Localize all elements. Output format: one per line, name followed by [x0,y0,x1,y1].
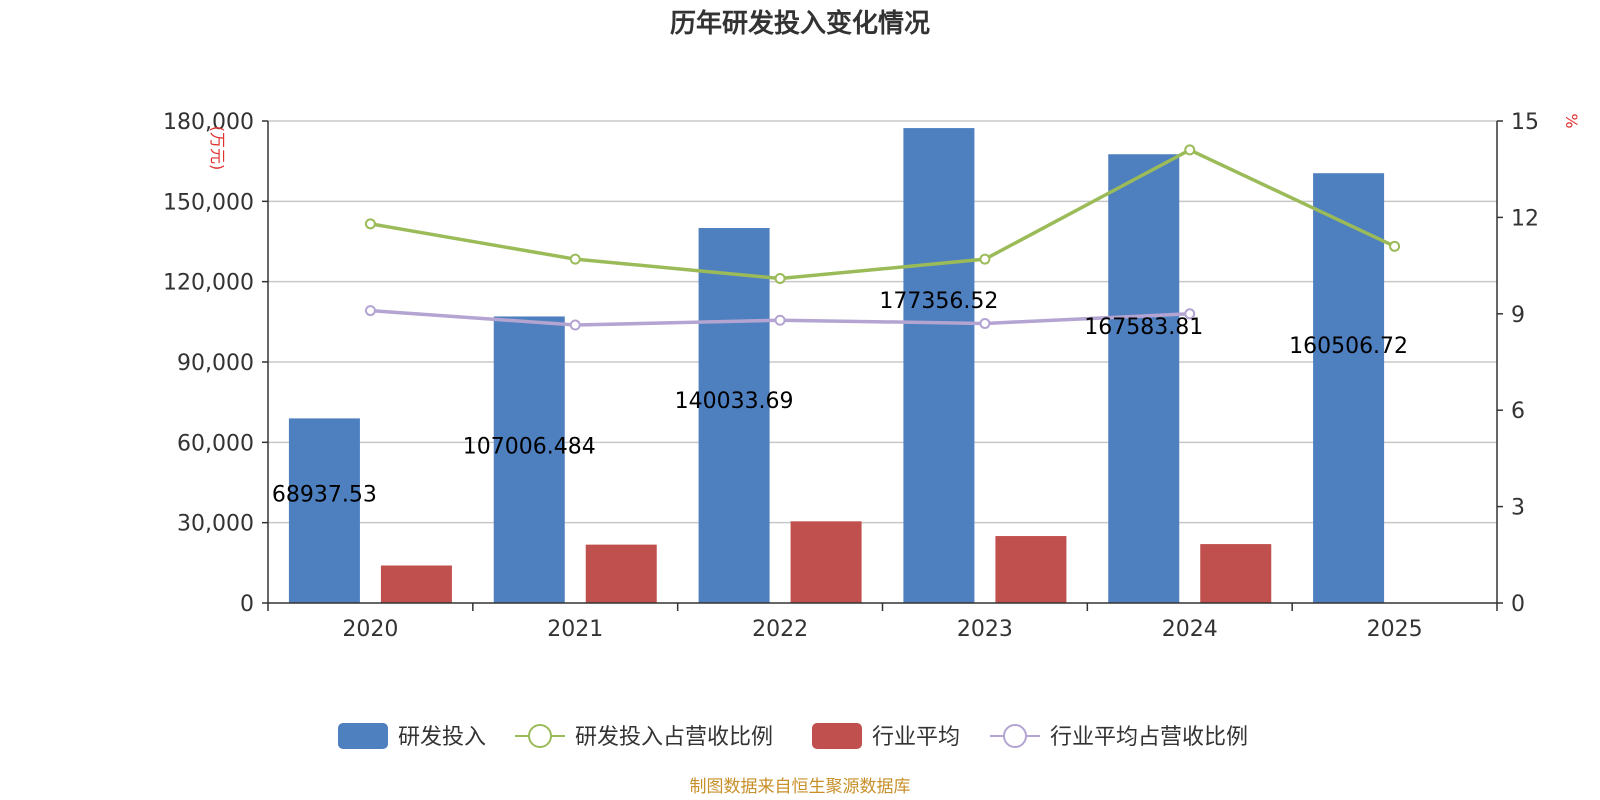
bar-data-label: 140033.69 [675,389,794,414]
grid [268,120,1497,524]
y-right-tick-label: 6 [1511,399,1525,424]
y-right-unit-label: % [1562,113,1581,128]
line-point [774,272,786,284]
bar-data-label: 160506.72 [1289,334,1408,359]
bar [903,128,975,603]
bar-data-label: 167583.81 [1084,315,1203,340]
series-line [370,147,1396,281]
bar [1108,154,1180,603]
chart-title: 历年研发投入变化情况 [670,8,930,39]
y-left-tick-label: 90,000 [177,351,254,376]
line-point [569,319,581,331]
y-right-tick-label: 9 [1511,303,1525,328]
line-point [364,305,376,317]
bar [380,565,452,603]
bar-data-label: 177356.52 [879,289,998,314]
legend-swatch-marker [528,724,552,748]
bars [288,128,1385,604]
data-source-note: 制图数据来自恒生聚源数据库 [690,777,911,797]
bar [493,316,565,603]
bar [288,418,360,603]
legend-label: 研发投入 [398,725,486,750]
y-right-tick-label: 15 [1511,110,1539,135]
legend-label: 研发投入占营收比例 [575,725,773,750]
bar [585,544,657,603]
y-left-tick-label: 30,000 [177,512,254,537]
line-point [569,253,581,265]
bar [1200,544,1272,603]
y-left-tick-label: 120,000 [163,271,254,296]
bar [995,536,1067,603]
legend: 研发投入 研发投入占营收比例 行业平均 行业平均占营收比例 [338,723,1248,750]
bar [790,521,862,603]
bar-data-label: 68937.53 [272,482,377,507]
x-tick-label: 2025 [1367,617,1423,642]
line-point [1184,144,1196,156]
y-left-tick-label: 0 [240,592,254,617]
y-left-tick-label: 150,000 [163,190,254,215]
line-point [1184,308,1196,320]
x-tick-label: 2022 [752,617,808,642]
legend-label: 行业平均占营收比例 [1050,725,1248,750]
legend-swatch-bar [338,723,388,749]
y-left-unit-label: (万元) [208,126,227,171]
data-labels: 68937.53 107006.484 140033.69 177356.52 1675… [272,289,1408,507]
legend-swatch-bar [812,723,862,749]
x-tick-label: 2024 [1162,617,1218,642]
y-right-tick-label: 0 [1511,592,1525,617]
line-point [979,253,991,265]
line-point [364,218,376,230]
bar-data-label: 107006.484 [463,434,596,459]
line-point [979,317,991,329]
x-tick-label: 2021 [547,617,603,642]
x-tick-label: 2020 [342,617,398,642]
axes: 0 30,000 60,000 90,000 120,000 150,000 180,000… [163,110,1539,642]
legend-label: 行业平均 [872,725,960,750]
legend-swatch-marker [1003,724,1027,748]
lines [364,144,1401,331]
x-tick-label: 2023 [957,617,1013,642]
y-left-tick-label: 180,000 [163,110,254,135]
bar [1313,173,1385,603]
y-right-tick-label: 3 [1511,496,1525,521]
line-point [774,314,786,326]
line-point [1389,240,1401,252]
bar [698,228,770,604]
y-left-tick-label: 60,000 [177,431,254,456]
y-right-tick-label: 12 [1511,206,1539,231]
